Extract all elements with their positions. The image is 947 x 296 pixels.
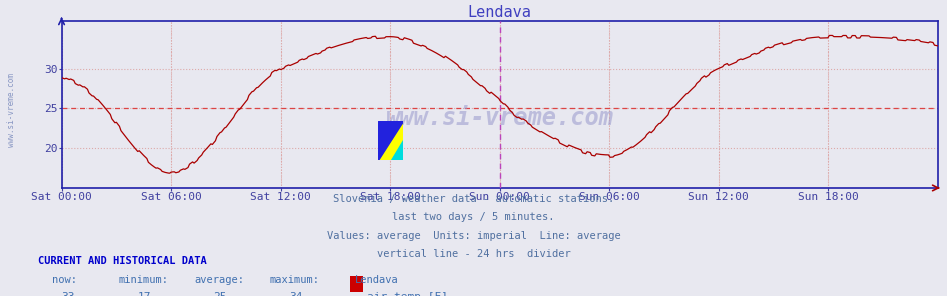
Text: Values: average  Units: imperial  Line: average: Values: average Units: imperial Line: av… bbox=[327, 231, 620, 241]
Text: vertical line - 24 hrs  divider: vertical line - 24 hrs divider bbox=[377, 249, 570, 259]
Text: maximum:: maximum: bbox=[270, 275, 320, 285]
Polygon shape bbox=[378, 121, 403, 160]
Text: last two days / 5 minutes.: last two days / 5 minutes. bbox=[392, 212, 555, 222]
Text: now:: now: bbox=[52, 275, 77, 285]
Polygon shape bbox=[390, 140, 403, 160]
Polygon shape bbox=[378, 121, 403, 160]
Text: 33: 33 bbox=[62, 292, 75, 296]
Text: Slovenia / weather data - automatic stations.: Slovenia / weather data - automatic stat… bbox=[333, 194, 614, 204]
Text: air temp.[F]: air temp.[F] bbox=[367, 292, 449, 296]
Text: Lendava: Lendava bbox=[355, 275, 399, 285]
Text: 34: 34 bbox=[289, 292, 302, 296]
Title: Lendava: Lendava bbox=[468, 4, 531, 20]
Text: minimum:: minimum: bbox=[118, 275, 169, 285]
Text: 17: 17 bbox=[137, 292, 151, 296]
Text: CURRENT AND HISTORICAL DATA: CURRENT AND HISTORICAL DATA bbox=[38, 256, 206, 266]
Text: www.si-vreme.com: www.si-vreme.com bbox=[7, 73, 16, 147]
Text: average:: average: bbox=[194, 275, 244, 285]
Text: 25: 25 bbox=[213, 292, 226, 296]
Text: www.si-vreme.com: www.si-vreme.com bbox=[385, 106, 614, 130]
